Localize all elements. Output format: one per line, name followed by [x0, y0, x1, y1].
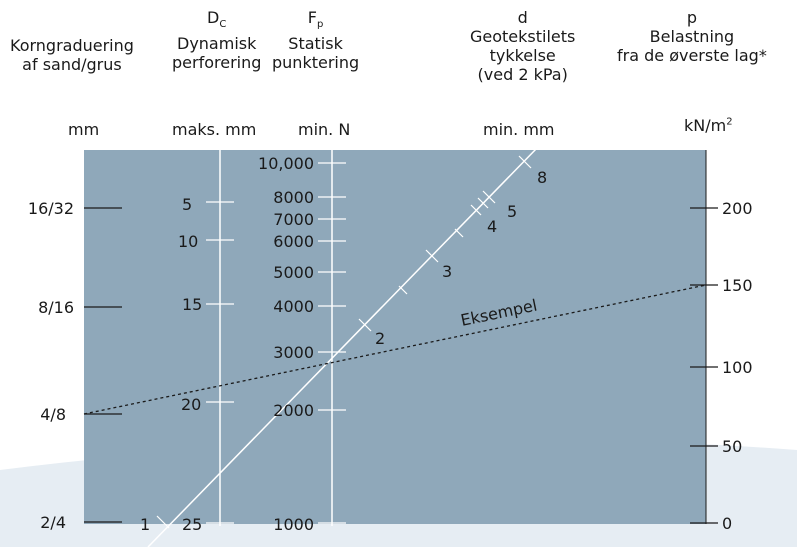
thickness-header: d Geotekstilets tykkelse (ved 2 kPa) — [470, 8, 575, 84]
perforation-title-line2: perforering — [172, 53, 262, 73]
load-unit: kN/m2 — [684, 116, 733, 135]
thickness-tick — [482, 190, 496, 204]
puncture-tick-label: 1000 — [273, 515, 314, 534]
puncture-tick-label: 5000 — [273, 263, 314, 282]
perforation-tick-label: 15 — [182, 295, 202, 314]
puncture-tick-label: 7000 — [273, 210, 314, 229]
thickness-tick-label: 1 — [140, 515, 150, 534]
load-tick-label: 0 — [722, 514, 732, 533]
thickness-tick — [358, 318, 372, 332]
thickness-title-line2: tykkelse — [489, 46, 556, 65]
thickness-symbol: d — [517, 8, 528, 27]
load-tick-label: 200 — [722, 199, 753, 218]
load-symbol: p — [686, 8, 697, 27]
thickness-tick — [518, 155, 532, 169]
example-line — [83, 284, 707, 415]
puncture-tick-label: 10,000 — [258, 154, 314, 173]
puncture-scale: 10,000 8000 7000 6000 5000 4000 3000 200… — [258, 154, 346, 534]
grain-scale: 16/32 8/16 4/8 2/4 — [28, 199, 122, 532]
thickness-tick — [454, 228, 464, 238]
thickness-tick — [156, 515, 170, 529]
grain-tick-label: 2/4 — [40, 513, 66, 532]
puncture-tick-label: 2000 — [273, 401, 314, 420]
thickness-tick-label: 3 — [442, 262, 452, 281]
grain-size-unit: mm — [68, 120, 100, 139]
thickness-tick-label: 2 — [375, 329, 385, 348]
puncture-unit: min. N — [298, 120, 351, 139]
puncture-tick-label: 8000 — [273, 188, 314, 207]
perforation-tick-label: 25 — [182, 515, 202, 534]
thickness-tick-label: 5 — [507, 202, 517, 221]
puncture-tick-label: 6000 — [273, 232, 314, 251]
load-title-line1: Belastning — [649, 27, 735, 46]
load-scale: 200 150 100 50 0 — [690, 150, 753, 533]
puncture-title-line2: punktering — [272, 53, 360, 73]
perforation-title-line1: Dynamisk — [177, 34, 257, 54]
puncture-tick-label: 4000 — [273, 297, 314, 316]
load-title-line2: fra de øverste lag* — [617, 46, 767, 65]
perforation-tick-label: 5 — [182, 195, 192, 214]
thickness-labels: 8 5 4 3 2 1 — [140, 168, 547, 534]
thickness-title-line1: Geotekstilets — [470, 27, 576, 46]
thickness-tick-label: 8 — [537, 168, 547, 187]
perforation-header: DC Dynamisk perforering — [172, 8, 261, 72]
perforation-symbol: DC — [207, 8, 227, 31]
puncture-header: Fp Statisk punktering — [272, 8, 359, 72]
thickness-tick-label: 4 — [487, 217, 497, 236]
grain-size-title-line1: Korngraduering — [10, 36, 134, 55]
load-header: p Belastning fra de øverste lag* — [617, 8, 767, 65]
thickness-axis — [147, 146, 539, 547]
grain-size-title-line2: af sand/grus — [22, 55, 122, 74]
puncture-tick-label: 3000 — [273, 343, 314, 362]
grain-tick-label: 16/32 — [28, 199, 74, 218]
grain-tick-label: 8/16 — [38, 298, 74, 317]
puncture-symbol: Fp — [307, 8, 324, 31]
thickness-unit: min. mm — [483, 120, 555, 139]
thickness-title-line3: (ved 2 kPa) — [477, 65, 568, 84]
thickness-scale — [156, 155, 532, 529]
thickness-tick — [470, 204, 482, 216]
puncture-title-line1: Statisk — [288, 34, 343, 54]
grain-size-header: Korngraduering af sand/grus — [10, 36, 134, 74]
grain-tick-label: 4/8 — [40, 405, 66, 424]
load-tick-label: 100 — [722, 358, 753, 377]
load-tick-label: 150 — [722, 276, 753, 295]
perforation-tick-label: 10 — [178, 232, 198, 251]
perforation-tick-label: 20 — [181, 395, 201, 414]
perforation-scale: 5 10 15 20 25 — [178, 195, 234, 534]
load-tick-label: 50 — [722, 437, 742, 456]
thickness-tick — [477, 197, 489, 209]
nomogram-panel — [84, 150, 706, 524]
thickness-tick — [425, 249, 439, 263]
perforation-unit: maks. mm — [172, 120, 257, 139]
thickness-tick — [398, 285, 408, 295]
